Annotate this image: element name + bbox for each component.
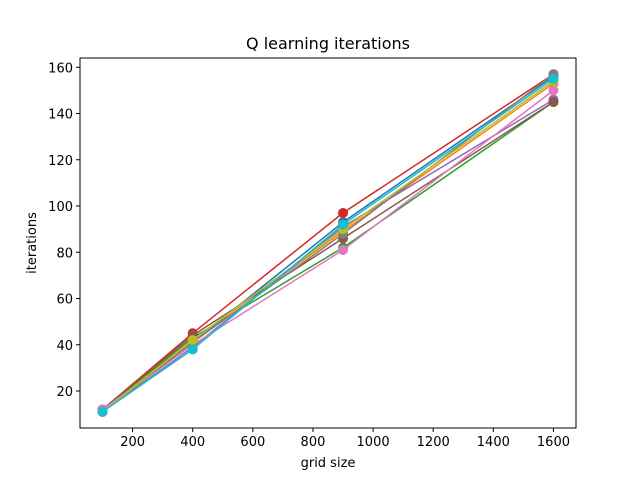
x-tick-label: 200 <box>120 435 145 450</box>
data-point <box>97 406 108 417</box>
series-line <box>102 78 554 413</box>
data-point <box>187 344 198 355</box>
x-axis-title: grid size <box>301 456 356 471</box>
series-line <box>102 101 554 411</box>
series-10 <box>97 73 559 417</box>
series-layer <box>97 69 559 417</box>
y-tick-label: 40 <box>56 339 73 354</box>
x-tick-label: 1400 <box>477 435 510 450</box>
y-axis-title: iterations <box>25 212 40 274</box>
series-line <box>102 73 554 413</box>
data-point <box>548 73 559 84</box>
series-line <box>102 73 554 411</box>
data-point <box>548 96 559 107</box>
series-line <box>102 82 554 411</box>
y-tick-label: 160 <box>48 61 73 76</box>
y-tick-label: 100 <box>48 200 73 215</box>
data-point <box>338 244 349 255</box>
data-point <box>338 207 349 218</box>
x-tick-label: 400 <box>180 435 205 450</box>
y-tick-label: 60 <box>56 293 73 308</box>
x-tick-label: 600 <box>240 435 265 450</box>
x-tick-label: 1200 <box>417 435 450 450</box>
x-tick-label: 800 <box>301 435 326 450</box>
x-tick-label: 1600 <box>537 435 570 450</box>
data-point <box>338 219 349 230</box>
plot-frame <box>79 57 577 429</box>
data-point <box>187 335 198 346</box>
x-tick-label: 1000 <box>357 435 390 450</box>
y-tick-label: 120 <box>48 154 73 169</box>
axes-layer: 200 400 600 800 1000 1200 1400 1600 20 40 60 80 100 1… <box>48 61 570 450</box>
series-line <box>102 80 554 413</box>
y-tick-label: 80 <box>56 246 73 261</box>
y-tick-label: 20 <box>56 385 73 400</box>
chart-title: Q learning iterations <box>246 34 410 53</box>
y-tick-label: 140 <box>48 108 73 123</box>
data-point <box>548 85 559 96</box>
